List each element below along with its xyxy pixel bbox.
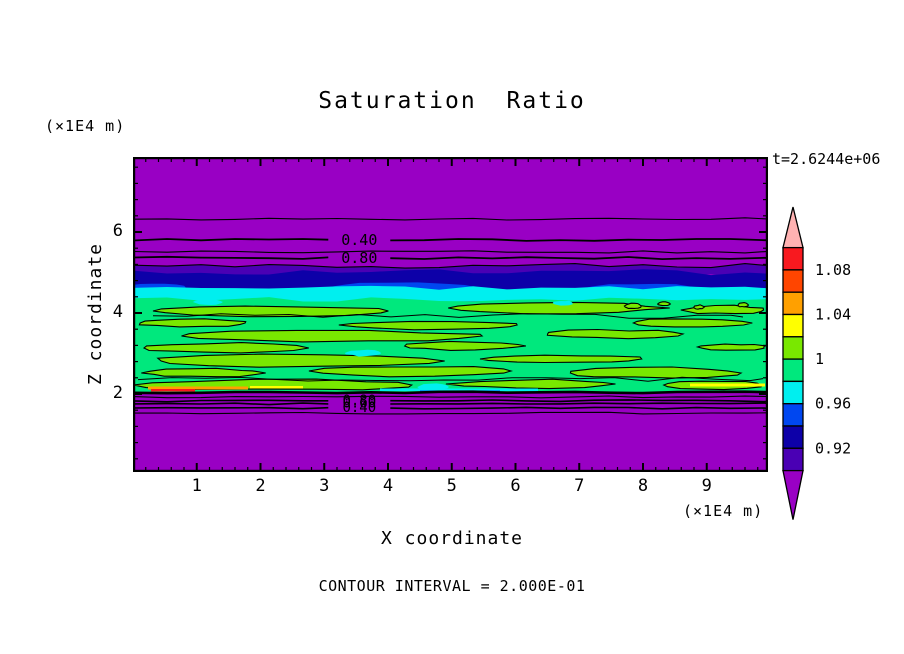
open-contour-line bbox=[137, 376, 764, 382]
colorbar-tick-label: 0.92 bbox=[815, 439, 851, 457]
cyan-patch bbox=[344, 349, 381, 357]
colorbar-segment bbox=[782, 447, 804, 472]
contour-label: 0.40 bbox=[342, 400, 376, 416]
z-tick-label: 4 bbox=[112, 302, 123, 322]
open-contour-line bbox=[152, 313, 744, 319]
contour-line bbox=[390, 256, 768, 261]
contour-line bbox=[133, 411, 768, 415]
z-tick-label: 2 bbox=[112, 383, 123, 403]
contour-plot-area: 0.400.800.800.600.40 bbox=[133, 157, 768, 472]
small-contour-oval bbox=[737, 302, 750, 308]
chartreuse-patch bbox=[142, 342, 309, 354]
red-streak bbox=[151, 389, 195, 392]
small-contour-oval bbox=[623, 302, 642, 309]
z-axis-unit-label: (×1E4 m) bbox=[45, 117, 126, 135]
colorbar-segment bbox=[782, 269, 804, 293]
time-annotation: t=2.6244e+06 bbox=[772, 150, 881, 168]
chartreuse-patch bbox=[546, 328, 685, 340]
contour-line bbox=[390, 406, 768, 410]
colorbar-tick-label: 0.96 bbox=[815, 395, 851, 413]
contour-line bbox=[133, 402, 329, 406]
colorbar-segment bbox=[782, 380, 804, 405]
chartreuse-patch bbox=[141, 367, 266, 378]
contour-line bbox=[390, 238, 768, 242]
colorbar-under-arrow bbox=[782, 469, 804, 520]
chartreuse-patch bbox=[181, 329, 484, 343]
chartreuse-patch bbox=[695, 343, 767, 351]
colorbar: 1.08 1.04 1 0.96 0.92 bbox=[782, 206, 851, 520]
chartreuse-patch bbox=[448, 301, 670, 315]
yellow-streak bbox=[690, 383, 765, 387]
orange-streak bbox=[148, 386, 248, 390]
colorbar-segment bbox=[782, 403, 804, 427]
colorbar-segment bbox=[782, 313, 804, 338]
chartreuse-patch bbox=[138, 318, 247, 328]
colorbar-tick-label: 1.04 bbox=[815, 306, 851, 324]
contour-line bbox=[390, 399, 768, 403]
colorbar-tick-label: 1.08 bbox=[815, 261, 851, 279]
cyan-patch bbox=[552, 300, 573, 306]
yellow-streak bbox=[250, 386, 303, 389]
x-tick-label: 7 bbox=[574, 476, 585, 496]
z-tick-label: 6 bbox=[112, 221, 123, 241]
contour-label: 0.80 bbox=[341, 249, 377, 267]
chartreuse-patch bbox=[445, 378, 616, 390]
colorbar-segment bbox=[782, 246, 804, 271]
contour-line bbox=[133, 395, 768, 399]
small-contour-oval bbox=[693, 304, 706, 310]
x-tick-label: 2 bbox=[255, 476, 266, 496]
chartreuse-patch bbox=[479, 354, 643, 364]
contour-label: 0.80 bbox=[342, 393, 376, 409]
contour-line bbox=[390, 402, 768, 405]
page-title: Saturation Ratio bbox=[318, 88, 586, 114]
colorbar-tick-label: 1 bbox=[815, 350, 824, 368]
x-axis-title: X coordinate bbox=[380, 528, 524, 549]
x-tick-label: 9 bbox=[701, 476, 712, 496]
contour-label: 0.60 bbox=[342, 396, 376, 412]
contour-line bbox=[133, 217, 768, 221]
chartreuse-patch bbox=[338, 320, 518, 331]
contour-line bbox=[133, 238, 329, 242]
contour-interval-note: CONTOUR INTERVAL = 2.000E-01 bbox=[318, 577, 586, 595]
small-contour-oval bbox=[656, 301, 672, 307]
cyan-streak bbox=[380, 388, 538, 391]
x-tick-label: 6 bbox=[510, 476, 521, 496]
colorbar-segment bbox=[782, 425, 804, 449]
phase-boundary-line bbox=[133, 390, 768, 395]
colorbar-over-arrow bbox=[782, 206, 804, 249]
chartreuse-patch bbox=[631, 318, 753, 328]
contour-line bbox=[133, 255, 329, 260]
x-axis-unit-label: (×1E4 m) bbox=[683, 502, 764, 520]
colorbar-segment bbox=[782, 291, 804, 316]
contour-line bbox=[133, 250, 768, 254]
contour-line bbox=[133, 399, 329, 403]
indigo-band-edge bbox=[133, 263, 768, 269]
plot-border bbox=[133, 157, 768, 472]
colorbar-segment bbox=[782, 358, 804, 383]
contour-line bbox=[133, 406, 329, 410]
x-tick-label: 5 bbox=[446, 476, 457, 496]
x-tick-label: 4 bbox=[382, 476, 394, 496]
x-tick-label: 1 bbox=[191, 476, 202, 496]
chartreuse-patch bbox=[308, 366, 514, 378]
x-tick-label: 8 bbox=[637, 476, 649, 496]
x-tick-label: 3 bbox=[319, 476, 330, 496]
chartreuse-patch bbox=[403, 340, 527, 351]
colorbar-segment bbox=[782, 336, 804, 360]
contour-label: 0.40 bbox=[341, 231, 377, 249]
cyan-patch bbox=[192, 298, 223, 305]
